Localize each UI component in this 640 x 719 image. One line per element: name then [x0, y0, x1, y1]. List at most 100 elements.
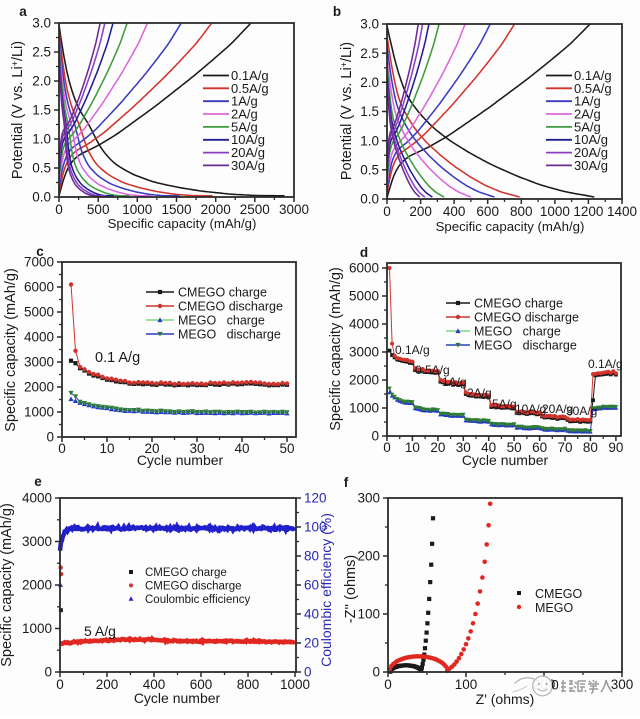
svg-text:100: 100 — [455, 677, 478, 692]
svg-text:2500: 2500 — [240, 202, 270, 217]
svg-text:CMEGO discharge: CMEGO discharge — [474, 311, 579, 325]
svg-text:60: 60 — [532, 440, 547, 455]
svg-text:1000: 1000 — [280, 677, 310, 692]
svg-text:CMEGO: CMEGO — [535, 587, 583, 601]
svg-text:0: 0 — [304, 665, 312, 680]
svg-text:10: 10 — [405, 440, 420, 455]
svg-text:0: 0 — [551, 678, 559, 693]
svg-text:7000: 7000 — [24, 255, 54, 270]
svg-text:1000: 1000 — [22, 621, 52, 636]
svg-text:c: c — [36, 244, 44, 259]
svg-text:600: 600 — [190, 677, 213, 692]
svg-text:5 A/g: 5 A/g — [84, 623, 116, 639]
svg-text:40: 40 — [304, 607, 319, 622]
svg-text:5A/g: 5A/g — [492, 397, 517, 411]
svg-text:MEGO discharge: MEGO discharge — [474, 339, 577, 353]
svg-text:0.5: 0.5 — [360, 162, 379, 177]
svg-text:10: 10 — [99, 441, 114, 456]
svg-text:0: 0 — [58, 441, 66, 456]
svg-text:0.5A/g: 0.5A/g — [415, 363, 450, 377]
svg-text:MEGO charge: MEGO charge — [178, 314, 265, 328]
svg-text:2A/g: 2A/g — [231, 107, 258, 122]
svg-text:1A/g: 1A/g — [574, 94, 601, 109]
svg-text:Coulombic efficiency: Coulombic efficiency — [145, 594, 251, 606]
svg-text:1.0: 1.0 — [32, 132, 51, 147]
svg-text:5000: 5000 — [349, 289, 379, 304]
svg-text:CMEGO charge: CMEGO charge — [474, 297, 563, 311]
svg-text:40: 40 — [234, 441, 249, 456]
svg-text:e: e — [34, 474, 42, 489]
svg-text:5A/g: 5A/g — [574, 119, 601, 134]
svg-text:Specific capacity (mAh/g): Specific capacity (mAh/g) — [3, 268, 19, 432]
svg-text:0.1A/g: 0.1A/g — [588, 357, 623, 371]
svg-text:300: 300 — [611, 677, 634, 692]
svg-text:CMEGO discharge: CMEGO discharge — [145, 580, 242, 592]
svg-text:0.5: 0.5 — [32, 161, 51, 176]
svg-text:CMEGO discharge: CMEGO discharge — [178, 300, 283, 314]
svg-text:2000: 2000 — [349, 373, 379, 388]
svg-text:2A/g: 2A/g — [467, 386, 492, 400]
svg-text:0.1A/g: 0.1A/g — [395, 343, 430, 357]
svg-text:Specific capacity (mAh/g): Specific capacity (mAh/g) — [0, 503, 15, 667]
svg-text:300: 300 — [357, 491, 380, 506]
svg-text:0.1A/g: 0.1A/g — [574, 68, 612, 83]
svg-text:1000: 1000 — [540, 204, 570, 219]
svg-text:30A/g: 30A/g — [231, 158, 265, 173]
svg-text:20A/g: 20A/g — [231, 145, 265, 160]
svg-text:Potential (V vs. Li+/Li): Potential (V vs. Li+/Li) — [339, 42, 355, 180]
svg-text:1000: 1000 — [24, 405, 54, 420]
svg-text:0: 0 — [384, 677, 392, 692]
svg-text:20A/g: 20A/g — [574, 145, 608, 160]
svg-text:30: 30 — [456, 440, 471, 455]
svg-text:120: 120 — [304, 491, 327, 506]
svg-text:Specific capacity (mAh/g): Specific capacity (mAh/g) — [328, 267, 344, 431]
svg-text:CMEGO charge: CMEGO charge — [178, 286, 267, 300]
svg-text:3000: 3000 — [279, 202, 309, 217]
svg-text:MEGO charge: MEGO charge — [474, 325, 561, 339]
svg-text:0: 0 — [372, 665, 380, 680]
svg-text:0.5A/g: 0.5A/g — [574, 81, 612, 96]
svg-text:5A/g: 5A/g — [231, 119, 258, 134]
svg-text:30: 30 — [189, 441, 204, 456]
svg-text:100: 100 — [357, 607, 380, 622]
svg-text:200: 200 — [96, 677, 119, 692]
svg-text:2.0: 2.0 — [32, 74, 51, 89]
svg-text:Coulombic efficiency (%): Coulombic efficiency (%) — [318, 513, 334, 667]
svg-text:2A/g: 2A/g — [574, 107, 601, 122]
svg-text:70: 70 — [557, 440, 572, 455]
svg-text:-Z'' (ohms): -Z'' (ohms) — [343, 555, 359, 623]
svg-text:20A/g: 20A/g — [542, 402, 573, 416]
svg-text:40: 40 — [481, 440, 496, 455]
svg-text:f: f — [344, 475, 349, 490]
svg-text:800: 800 — [237, 677, 260, 692]
svg-text:400: 400 — [143, 677, 166, 692]
svg-text:20: 20 — [304, 636, 319, 651]
svg-text:10A/g: 10A/g — [231, 132, 265, 147]
svg-text:30A/g: 30A/g — [574, 158, 608, 173]
svg-text:4000: 4000 — [22, 491, 52, 506]
svg-text:Cycle number: Cycle number — [134, 690, 221, 706]
svg-text:MEGO discharge: MEGO discharge — [178, 328, 281, 342]
svg-text:1A/g: 1A/g — [442, 375, 467, 389]
svg-text:0.0: 0.0 — [360, 192, 379, 207]
svg-text:80: 80 — [583, 440, 598, 455]
svg-text:400: 400 — [443, 204, 466, 219]
svg-text:0.1 A/g: 0.1 A/g — [95, 350, 140, 366]
svg-text:30A/g: 30A/g — [566, 404, 597, 418]
svg-text:1200: 1200 — [573, 204, 603, 219]
svg-text:50: 50 — [279, 441, 294, 456]
svg-text:2000: 2000 — [22, 578, 52, 593]
svg-text:1.5: 1.5 — [360, 104, 379, 119]
svg-text:Potential (V vs. Li+/Li): Potential (V vs. Li+/Li) — [10, 41, 26, 179]
svg-text:3000: 3000 — [349, 345, 379, 360]
svg-text:1400: 1400 — [607, 204, 637, 219]
svg-text:600: 600 — [476, 204, 499, 219]
svg-text:50: 50 — [507, 440, 522, 455]
svg-text:100: 100 — [304, 520, 327, 535]
svg-text:10A/g: 10A/g — [574, 132, 608, 147]
svg-text:0: 0 — [383, 440, 391, 455]
svg-text:4000: 4000 — [24, 330, 54, 345]
svg-text:CMEGO charge: CMEGO charge — [145, 567, 227, 579]
svg-text:0: 0 — [383, 204, 391, 219]
svg-text:60: 60 — [304, 578, 319, 593]
